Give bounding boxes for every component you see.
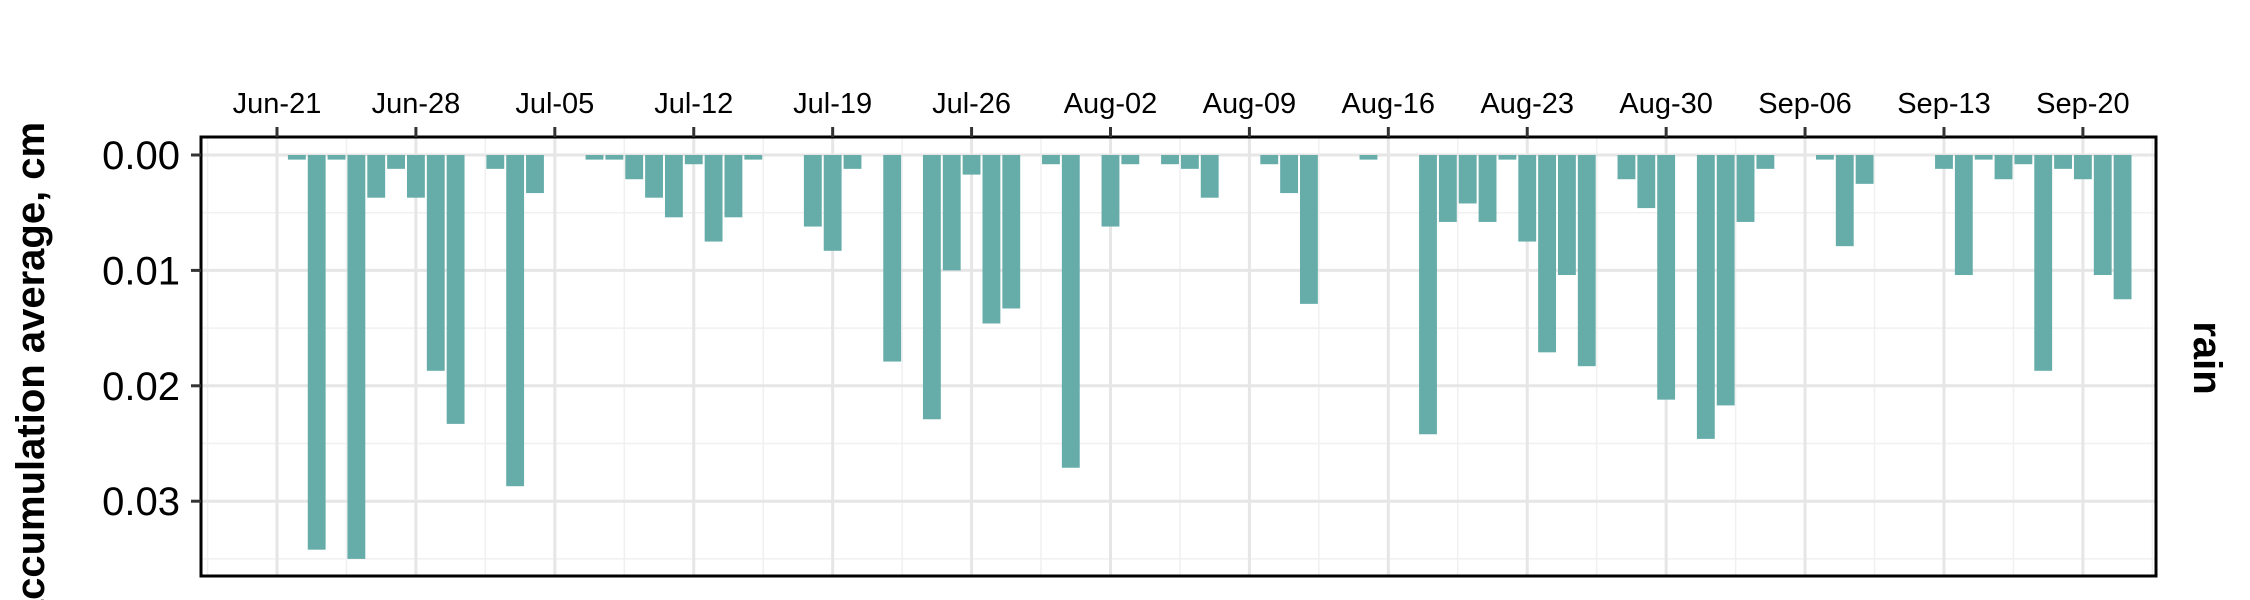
bar <box>1438 155 1457 222</box>
bar <box>1498 155 1517 160</box>
x-tick-label: Aug-23 <box>1480 88 1574 120</box>
bar <box>605 155 624 160</box>
x-tick-label: Jul-26 <box>932 88 1011 120</box>
x-tick-label: Jun-21 <box>233 88 322 120</box>
x-tick-label: Sep-06 <box>1758 88 1852 120</box>
x-tick-label: Jul-19 <box>793 88 872 120</box>
bar <box>2014 155 2033 165</box>
grid-lines <box>201 137 2156 576</box>
bar <box>327 155 346 160</box>
bars <box>287 155 2132 559</box>
x-tick-label: Sep-20 <box>2036 88 2130 120</box>
y-tick-label: 0.00 <box>102 134 180 178</box>
plot-panel-border <box>199 135 2158 578</box>
y-axis-title: accumulation average, cm <box>9 122 53 600</box>
bar <box>1617 155 1636 180</box>
bar <box>347 155 366 559</box>
bar <box>843 155 862 169</box>
bar <box>1260 155 1279 165</box>
bar <box>744 155 763 160</box>
bar <box>803 155 822 227</box>
bar <box>2113 155 2132 300</box>
bar <box>1300 155 1318 304</box>
bar <box>1577 155 1596 367</box>
bar <box>2093 155 2112 276</box>
bar <box>287 155 306 160</box>
bar <box>625 155 644 180</box>
x-tick-label: Sep-13 <box>1897 88 1991 120</box>
bar <box>1637 155 1656 209</box>
bar <box>2054 155 2072 169</box>
bar <box>406 155 425 198</box>
bar <box>1101 155 1120 227</box>
bar <box>1657 155 1676 400</box>
plot-panel-background <box>201 137 2156 576</box>
x-tick-label: Aug-30 <box>1619 88 1713 120</box>
bar <box>526 155 544 194</box>
bar <box>446 155 465 424</box>
bar <box>1280 155 1299 194</box>
bar <box>367 155 386 198</box>
bar <box>426 155 445 371</box>
bar <box>664 155 683 218</box>
bar <box>2034 155 2053 371</box>
bar <box>823 155 842 251</box>
bar <box>585 155 604 160</box>
bar <box>1161 155 1179 165</box>
bar <box>962 155 981 175</box>
bar <box>982 155 1001 324</box>
bar <box>1557 155 1576 276</box>
y-tick-label: 0.01 <box>102 249 180 293</box>
facet-strip-label: rain <box>2185 321 2229 394</box>
bar <box>1696 155 1715 439</box>
x-tick-label: Jun-28 <box>372 88 461 120</box>
x-tick-label: Aug-16 <box>1342 88 1436 120</box>
x-tick-label: Aug-09 <box>1203 88 1297 120</box>
bar <box>506 155 525 487</box>
bar <box>1855 155 1874 184</box>
bar <box>1458 155 1477 204</box>
bar <box>387 155 406 169</box>
bar <box>1200 155 1219 198</box>
bar <box>1935 155 1953 169</box>
bar <box>883 155 902 362</box>
x-tick-label: Jul-05 <box>515 88 594 120</box>
bar <box>704 155 723 242</box>
bar <box>1419 155 1437 435</box>
bar <box>1061 155 1080 468</box>
x-axis: Jun-21 Jun-28 Jul-05 Jul-12 Jul-19 Jul-26 Aug-… <box>233 88 2130 137</box>
bar <box>1359 155 1378 160</box>
bar <box>1538 155 1557 353</box>
y-tick-label: 0.03 <box>102 480 180 524</box>
bar <box>1518 155 1537 242</box>
bar <box>942 155 961 271</box>
x-tick-label: Aug-02 <box>1064 88 1158 120</box>
bar <box>1736 155 1755 222</box>
bar <box>724 155 743 218</box>
bar <box>1815 155 1834 160</box>
bar <box>1042 155 1060 165</box>
bar <box>307 155 326 550</box>
y-tick-label: 0.02 <box>102 365 180 409</box>
bar <box>1180 155 1199 169</box>
y-axis: 0.00 0.01 0.02 0.03 <box>102 134 201 524</box>
bar <box>1756 155 1775 169</box>
bar <box>2073 155 2092 180</box>
bar <box>1121 155 1140 165</box>
bar <box>922 155 941 420</box>
bar <box>684 155 703 165</box>
bar <box>1835 155 1854 247</box>
bar <box>645 155 663 198</box>
x-tick-label: Jul-12 <box>654 88 733 120</box>
bar <box>1478 155 1497 222</box>
bar <box>1974 155 1993 160</box>
bar <box>1002 155 1021 309</box>
bar <box>1954 155 1973 276</box>
bar <box>1994 155 2013 180</box>
bar <box>1716 155 1735 406</box>
bar <box>486 155 505 169</box>
